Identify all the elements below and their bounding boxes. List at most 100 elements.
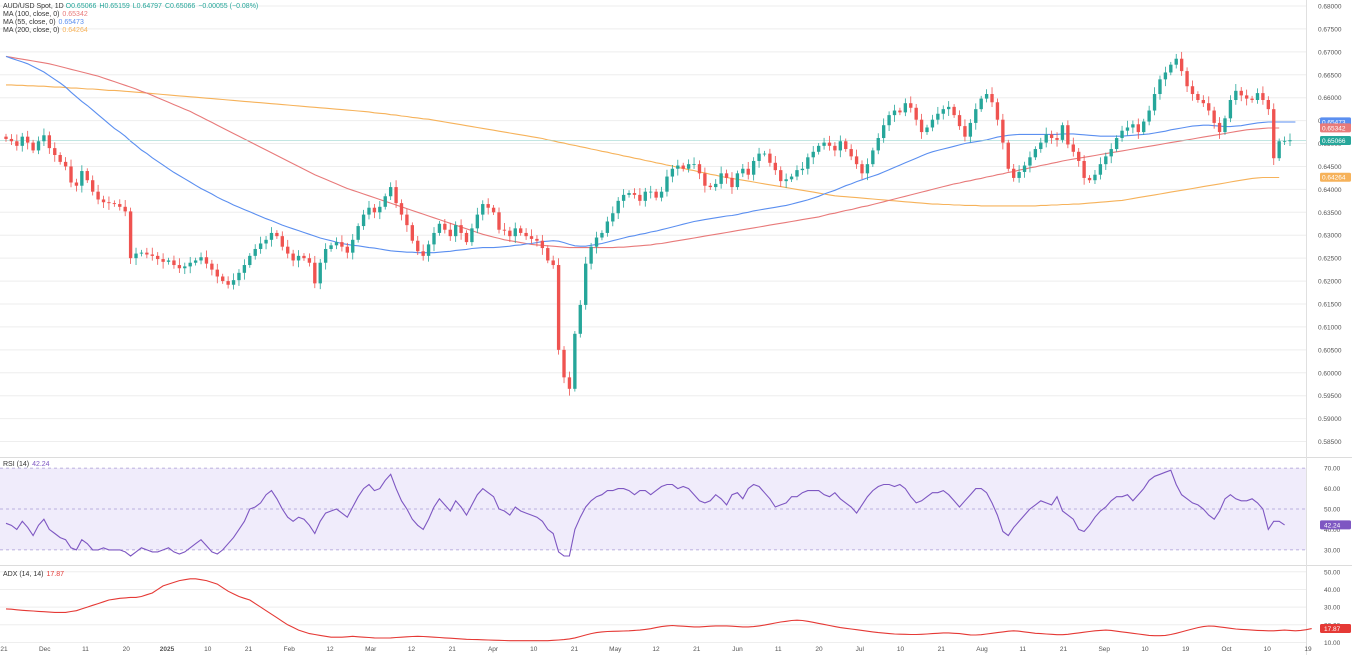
candle-body (1282, 141, 1287, 143)
adx-tick-label: 50.00 (1324, 569, 1341, 576)
price-candle (762, 150, 767, 157)
candle-body (36, 141, 41, 151)
price-candle (638, 188, 642, 206)
candle-body (1093, 174, 1097, 181)
rsi-legend[interactable]: RSI (14) 42.24 (3, 461, 50, 469)
candle-body (1277, 141, 1281, 159)
candle-body (453, 225, 458, 237)
price-candle (594, 231, 599, 254)
candle-body (1266, 99, 1271, 110)
candle-body (204, 257, 209, 264)
price-candle (210, 259, 214, 276)
candle-body (139, 252, 144, 254)
price-candle (827, 135, 832, 151)
candle-body (1272, 109, 1276, 159)
price-candle (795, 165, 799, 181)
candle-body (952, 106, 956, 116)
price-candle (556, 258, 561, 355)
candle-body (936, 113, 940, 120)
price-axis[interactable]: 0.680000.675000.670000.665000.660000.655… (1318, 4, 1351, 447)
price-tick-label: 0.60000 (1318, 370, 1342, 377)
price-candle (659, 186, 664, 202)
time-axis[interactable]: 21 Dec 11 20 2025 10 21 Feb 12 Mar 12 21 Apr 10 21 May 1… (0, 646, 1312, 653)
price-candle (275, 230, 279, 239)
price-candle (909, 96, 913, 113)
candle-body (291, 253, 295, 261)
candle-body (887, 115, 891, 126)
price-tag: 0.65066 (1320, 136, 1351, 146)
rsi-tag-label: 42.24 (1324, 522, 1341, 529)
price-candle (1087, 175, 1092, 183)
price-candle (53, 142, 57, 162)
rsi-tick-label: 60.00 (1324, 486, 1341, 493)
candle-body (188, 262, 192, 267)
price-candle (757, 147, 761, 168)
price-candle (231, 273, 236, 290)
time-tick-label: Sep (1098, 646, 1110, 653)
price-candle (686, 159, 691, 173)
candle-body (1185, 71, 1189, 87)
price-candle (172, 255, 176, 269)
price-candle (1255, 88, 1260, 104)
candle-body (53, 148, 57, 155)
price-candle (779, 166, 783, 187)
candle-body (968, 122, 973, 137)
price-candle (388, 182, 393, 201)
candle-body (779, 170, 783, 182)
price-candle (957, 110, 962, 130)
price-candle (724, 169, 729, 184)
price-candle (193, 257, 198, 266)
candle-body (735, 173, 740, 188)
price-candle (1082, 155, 1086, 185)
price-candle (513, 222, 517, 243)
candle-body (237, 272, 241, 281)
price-candle (676, 159, 680, 176)
ma100-label: MA (100, close, 0) (3, 11, 60, 18)
candle-body (947, 106, 951, 110)
price-tick-label: 0.58500 (1318, 439, 1342, 446)
time-tick-label: Mar (365, 646, 377, 653)
candle-body (1207, 103, 1211, 111)
candle-body (773, 162, 777, 171)
candle-body (183, 266, 187, 269)
rsi-value-tag: 42.24 (1320, 520, 1351, 530)
price-candle (1055, 132, 1059, 147)
candle-body (1250, 98, 1254, 100)
price-candle (584, 256, 588, 310)
ma55-legend[interactable]: MA (55, close, 0) 0.65473 (3, 19, 84, 27)
candle-body (42, 135, 46, 142)
candle-body (58, 155, 62, 162)
candle-body (1109, 149, 1113, 157)
ma100-legend[interactable]: MA (100, close, 0) 0.65342 (3, 11, 88, 19)
adx-legend[interactable]: ADX (14, 14) 17.87 (3, 571, 64, 579)
candle-body (432, 232, 436, 245)
price-candle (838, 135, 843, 158)
price-candle (323, 243, 328, 270)
candle-body (248, 255, 252, 266)
price-candle (600, 230, 604, 241)
adx-tick-label: 30.00 (1324, 605, 1341, 612)
ma200-legend[interactable]: MA (200, close, 0) 0.64264 (3, 27, 88, 35)
candle-body (638, 194, 642, 201)
price-candle (1288, 133, 1292, 147)
price-tag-box (1320, 123, 1351, 133)
price-candle (697, 160, 702, 180)
rsi-tick-label: 30.00 (1324, 547, 1341, 554)
candle-body (1244, 95, 1249, 99)
price-candle (746, 161, 750, 180)
candle-body (1071, 144, 1075, 152)
price-candle (1033, 146, 1038, 161)
price-candle (1217, 117, 1222, 139)
price-candle (1174, 53, 1178, 69)
price-candle (1250, 95, 1254, 103)
time-tick-label: 11 (82, 646, 89, 653)
price-candle (416, 235, 420, 256)
price-candle (806, 153, 810, 175)
candle-body (692, 164, 696, 165)
price-candle (621, 189, 626, 208)
candle-body (318, 262, 322, 284)
price-candle (199, 252, 203, 265)
price-candle (1049, 130, 1054, 144)
adx-tick-label: 40.00 (1324, 587, 1341, 594)
candle-body (275, 232, 279, 237)
